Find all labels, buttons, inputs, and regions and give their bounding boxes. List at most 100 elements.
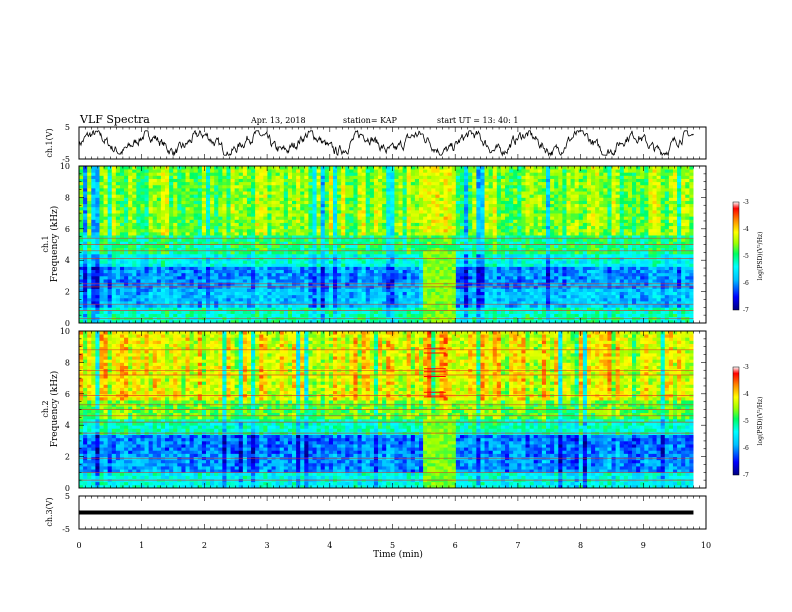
spectrogram-cell [353, 307, 358, 311]
spectrogram-cell [111, 200, 117, 205]
spectrogram-cell [226, 172, 231, 176]
spectrogram-cell [361, 216, 367, 220]
spectrogram-cell [431, 197, 436, 201]
spectrogram-cell [234, 244, 240, 249]
spectrogram-cell [169, 263, 174, 267]
spectrogram-cell [156, 228, 162, 233]
spectrogram-cell [308, 235, 313, 239]
spectrogram-cell [140, 219, 145, 223]
spectrogram-cell [455, 178, 461, 183]
spectrogram-cell [111, 301, 117, 305]
spectrogram-cell [271, 310, 277, 314]
spectrogram-cell [140, 184, 145, 189]
spectrogram-cell [296, 191, 301, 195]
spectrogram-cell [107, 213, 113, 217]
spectrogram-cell [398, 213, 404, 217]
spectrogram-cell [263, 206, 268, 211]
spectrogram-cell [251, 301, 256, 305]
spectrogram-cell [197, 200, 203, 205]
spectrogram-cell [271, 181, 277, 186]
spectrogram-cell [181, 279, 186, 283]
spectrogram-cell [242, 263, 248, 267]
spectrogram-cell [144, 216, 150, 220]
spectrogram-cell [414, 213, 420, 217]
spectrogram-cell [230, 181, 236, 186]
spectrogram-cell [193, 206, 199, 211]
spectrogram-cell [87, 288, 92, 292]
spectrogram-cell [181, 304, 186, 308]
spectrogram-cell [160, 266, 166, 271]
spectrogram-cell [214, 294, 219, 299]
spectrogram-cell [365, 187, 371, 192]
spectrogram-cell [382, 166, 387, 170]
spectrogram-cell [357, 187, 363, 192]
spectrogram-cell [136, 263, 141, 267]
spectrogram-cell [414, 250, 420, 255]
spectrogram-cell [304, 203, 309, 208]
spectrogram-cell [382, 184, 387, 189]
spectrogram-cell [152, 297, 158, 302]
spectrogram-cell [283, 194, 289, 198]
spectrogram-cell [91, 272, 96, 277]
spectrogram-cell [423, 175, 428, 179]
spectrogram-cell [414, 260, 420, 264]
spectrogram-cell [132, 175, 137, 179]
spectrogram-cell [91, 269, 96, 274]
spectrogram-cell [378, 219, 383, 223]
spectrogram-cell [378, 194, 383, 198]
spectrogram-cell [410, 219, 416, 223]
spectrogram-cell [292, 247, 297, 252]
spectrogram-cell [287, 241, 293, 245]
spectrogram-cell [246, 238, 252, 242]
spectrogram-cell [177, 310, 182, 314]
spectrogram-cell [124, 244, 129, 249]
spectrogram-cell [152, 225, 158, 230]
spectrogram-cell [427, 253, 432, 258]
spectrogram-cell [345, 200, 350, 205]
spectrogram-cell [386, 181, 391, 186]
spectrogram-cell [173, 184, 178, 189]
spectrogram-cell [132, 253, 137, 258]
spectrogram-cell [431, 272, 436, 277]
spectrogram-cell [271, 272, 277, 277]
spectrogram-cell [132, 225, 137, 230]
spectrogram-cell [459, 178, 465, 183]
spectrogram-cell [128, 238, 133, 242]
spectrogram-cell [283, 266, 289, 271]
spectrogram-cell [156, 169, 162, 173]
spectrogram-cell [373, 301, 379, 305]
spectrogram-cell [357, 275, 363, 280]
spectrogram-cell [251, 247, 256, 252]
spectrogram-cell [398, 184, 404, 189]
spectrogram-cell [443, 187, 449, 192]
spectrogram-cell [427, 213, 432, 217]
spectrogram-cell [234, 231, 240, 236]
spectrogram-cell [361, 244, 367, 249]
spectrogram-cell [394, 294, 399, 299]
spectrogram-cell [210, 178, 215, 183]
spectrogram-cell [390, 266, 395, 271]
spectrogram-cell [201, 250, 207, 255]
spectrogram-cell [292, 231, 297, 236]
spectrogram-cell [205, 238, 211, 242]
spectrogram-cell [193, 191, 199, 195]
spectrogram-cell [271, 269, 277, 274]
spectrogram-cell [79, 197, 84, 201]
spectrogram-cell [79, 288, 84, 292]
spectrogram-cell [328, 206, 334, 211]
spectrogram-cell [283, 288, 289, 292]
spectrogram-cell [169, 313, 174, 318]
spectrogram-cell [197, 213, 203, 217]
spectrogram-cell [160, 307, 166, 311]
spectrogram-cell [464, 191, 469, 195]
spectrogram-cell [410, 172, 416, 176]
spectrogram-cell [464, 244, 469, 249]
spectrogram-cell [132, 235, 137, 239]
spectrogram-cell [87, 216, 92, 220]
spectrogram-cell [132, 172, 137, 176]
spectrogram-cell [242, 222, 248, 227]
spectrogram-cell [402, 291, 408, 296]
spectrogram-cell [210, 191, 215, 195]
spectrogram-cell [173, 253, 178, 258]
spectrogram-cell [369, 172, 375, 176]
